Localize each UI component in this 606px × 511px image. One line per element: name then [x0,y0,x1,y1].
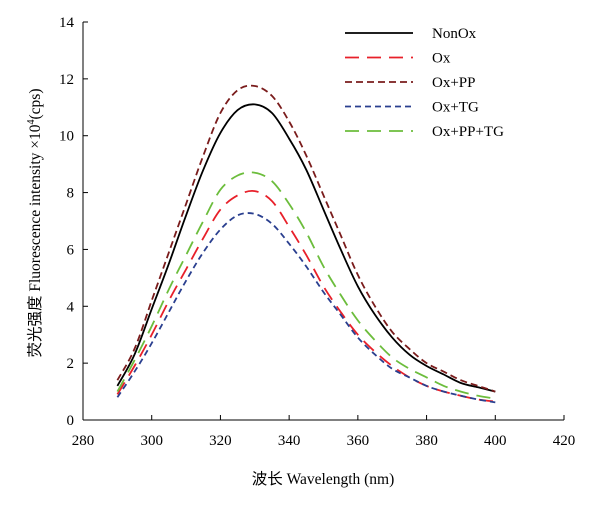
series-line-ox-tg [116,212,496,404]
y-tick-label: 8 [67,186,75,202]
legend-label: Ox+PP+TG [432,124,504,140]
x-tick-label: 320 [209,433,232,449]
series-line-nonox [116,103,496,393]
x-tick-label: 420 [553,433,576,449]
legend-label: NonOx [432,26,477,42]
y-axis-title-superscript: 4 [26,119,37,124]
legend-label: Ox+TG [432,100,479,116]
legend: NonOx Ox Ox+PP Ox+TG Ox+PP+TG [345,26,504,140]
y-axis-title: 荧光强度 Fluorescence intensity ×104(cps) [26,88,44,357]
axes [82,22,564,421]
y-axis-title-unit: (cps) [27,88,44,119]
legend-label: Ox+PP [432,75,475,91]
x-tick-label: 280 [72,433,95,449]
y-tick-label: 2 [67,356,75,372]
y-axis-title-main: 荧光强度 Fluorescence intensity ×10 [26,124,44,357]
y-tick-label: 14 [59,15,75,31]
y-tick-label: 4 [67,299,75,315]
x-tick-label: 380 [415,433,438,449]
x-axis-ticks: 280 300 320 340 360 380 400 420 [72,415,576,449]
series-line-ox-pp [116,84,496,393]
y-tick-label: 6 [67,242,75,258]
x-tick-label: 340 [278,433,301,449]
x-tick-label: 400 [484,433,507,449]
y-tick-label: 12 [59,72,74,88]
x-axis-title: 波长 Wavelength (nm) [252,470,395,488]
y-tick-label: 0 [67,413,75,429]
y-tick-label: 10 [59,129,74,145]
y-axis-ticks: 0 2 4 6 8 10 12 14 [59,15,88,429]
series-line-ox-pp-tg [116,171,496,400]
x-tick-label: 300 [140,433,163,449]
x-tick-label: 360 [347,433,370,449]
series-line-ox [116,189,496,403]
series-lines [116,84,496,404]
legend-label: Ox [432,51,451,67]
